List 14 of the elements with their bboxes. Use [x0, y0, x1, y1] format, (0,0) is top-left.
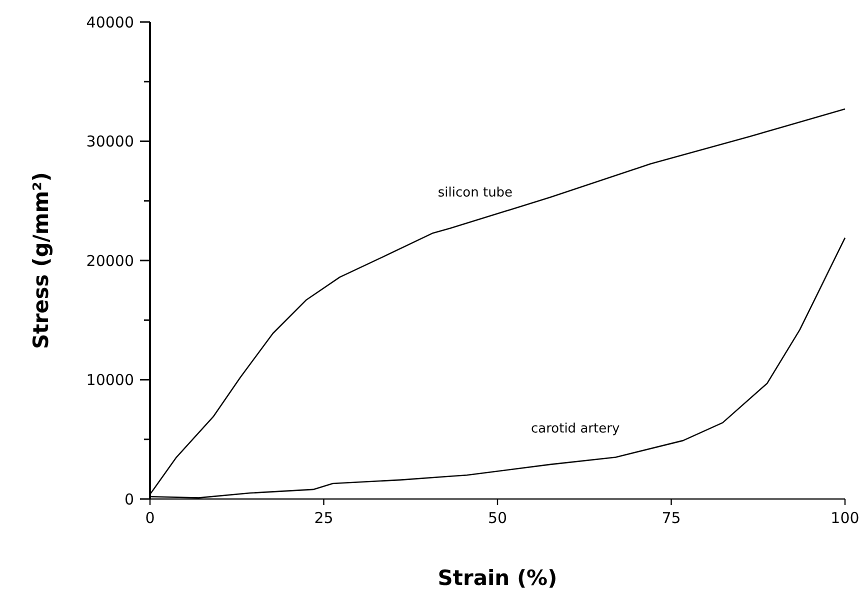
y-axis-title: Stress (g/mm²) [29, 172, 53, 349]
x-tick-label: 75 [662, 509, 681, 527]
x-tick-label: 50 [488, 509, 508, 527]
x-tick-label: 100 [830, 509, 860, 527]
series-label: carotid artery [530, 421, 620, 436]
y-tick-label: 0 [124, 490, 134, 508]
x-tick-label: 0 [145, 509, 155, 527]
x-tick-label: 25 [314, 509, 334, 527]
y-tick-label: 10000 [86, 371, 134, 389]
series-label: silicon tube [438, 185, 513, 200]
x-axis-title: Strain (%) [438, 566, 558, 590]
y-tick-label: 30000 [86, 132, 134, 150]
y-tick-label: 40000 [86, 13, 134, 32]
y-tick-label: 20000 [86, 252, 134, 270]
